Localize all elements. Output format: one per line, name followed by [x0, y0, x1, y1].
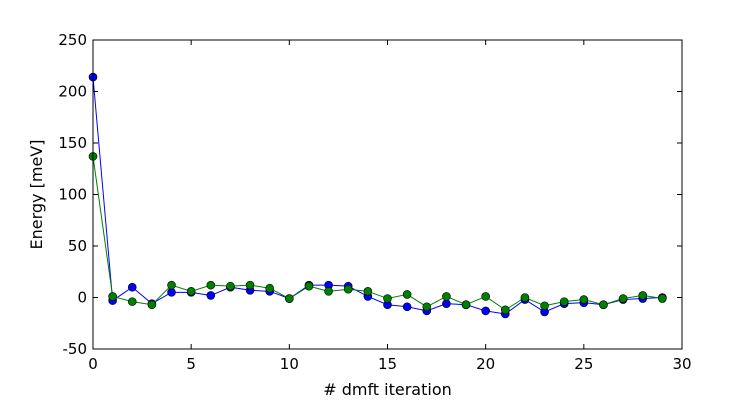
y-tick-label: 250 — [58, 31, 87, 49]
series-2-point — [363, 287, 373, 296]
series-2-point — [108, 292, 117, 301]
series-2-point — [559, 297, 569, 306]
series-2-point — [618, 294, 628, 303]
series-1-point — [481, 306, 490, 316]
series-1-point — [167, 288, 176, 297]
series-2-point — [265, 283, 275, 293]
series-group — [88, 72, 667, 319]
x-axis-label: # dmft iteration — [323, 380, 452, 399]
series-2-point — [579, 295, 589, 304]
y-tick-label: -50 — [63, 340, 88, 358]
series-layer — [88, 72, 667, 319]
series-2-point — [186, 287, 196, 296]
series-2-point — [520, 293, 530, 302]
series-2-point — [343, 284, 353, 294]
y-tick-label: 50 — [68, 237, 87, 255]
y-tick-label: 200 — [58, 83, 87, 101]
x-tick-label: 30 — [672, 355, 691, 373]
y-tick-label: 150 — [58, 134, 87, 152]
series-2-point — [540, 301, 549, 311]
series-2-point — [167, 280, 176, 290]
x-tick-label: 0 — [88, 355, 98, 373]
y-axis-label: Energy [meV] — [27, 140, 46, 250]
series-2-point — [638, 291, 648, 300]
x-tick-label: 10 — [280, 355, 299, 373]
series-2-point — [422, 302, 432, 312]
series-2-point — [383, 294, 392, 303]
series-2-point — [245, 280, 255, 290]
series-2-point — [304, 281, 314, 291]
series-2-point — [442, 292, 451, 301]
series-2-point — [127, 297, 137, 306]
y-tick-label: 0 — [77, 289, 87, 307]
series-2-point — [206, 280, 216, 290]
series-2-point — [658, 294, 667, 303]
series-2-point — [599, 300, 608, 310]
series-1-point — [402, 302, 412, 312]
series-2-point — [285, 294, 294, 303]
series-2-point — [147, 300, 157, 310]
series-1-point — [127, 282, 137, 292]
series-1-line — [92, 77, 663, 315]
series-2-point — [226, 281, 235, 291]
series-2-point — [402, 290, 412, 299]
x-tick-label: 15 — [378, 355, 397, 373]
x-tick-label: 25 — [574, 355, 593, 373]
x-tick-label: 5 — [186, 355, 196, 373]
series-1-point — [206, 291, 216, 300]
series-2-line — [92, 156, 663, 311]
series-2-point — [461, 300, 471, 310]
y-tick-label: 100 — [58, 186, 87, 204]
x-tick-label: 20 — [476, 355, 495, 373]
series-2-point — [481, 292, 490, 301]
series-2-point — [500, 305, 510, 315]
series-1-point — [442, 299, 451, 308]
series-2-point — [324, 287, 333, 296]
